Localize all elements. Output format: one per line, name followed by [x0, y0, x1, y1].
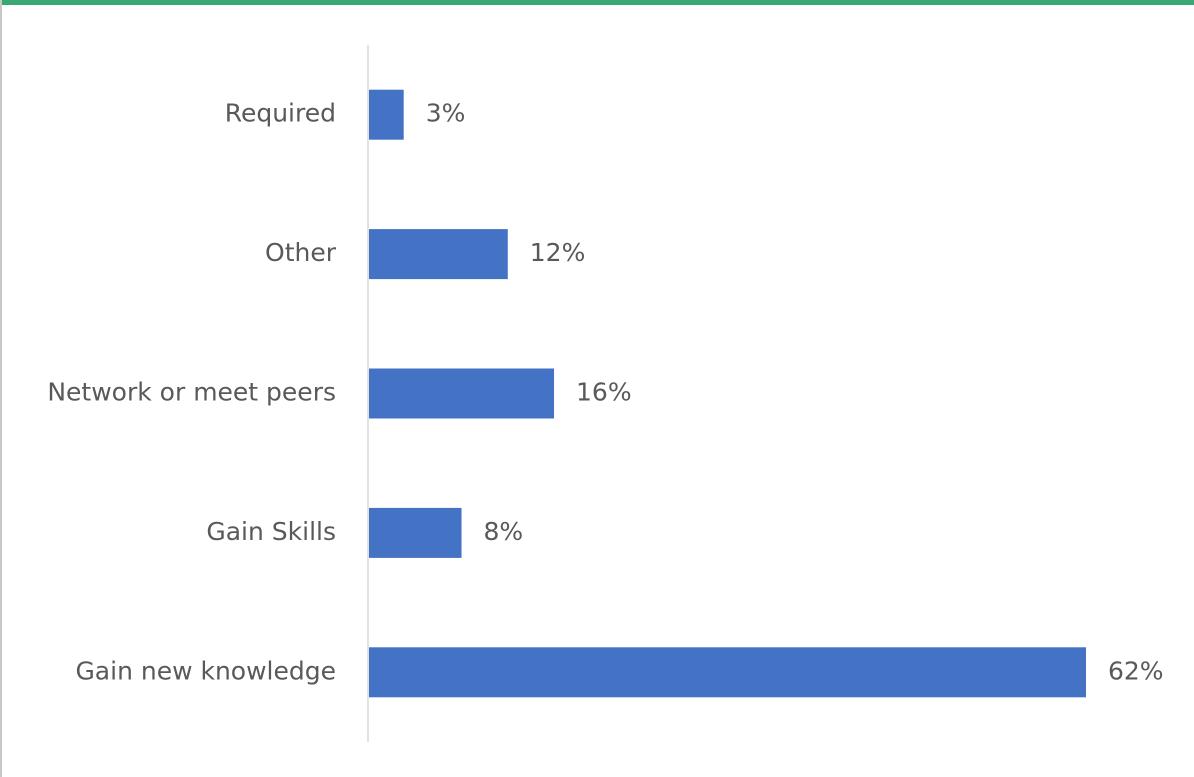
top-accent-bar: [2, 0, 1194, 5]
category-label-0: Required: [225, 99, 336, 128]
bar-4: [369, 647, 1086, 698]
bar-3: [369, 507, 462, 558]
value-label-0: 3%: [426, 99, 466, 128]
category-labels-layer: Required Other Network or meet peers Gain S…: [47, 99, 336, 686]
value-label-2: 16%: [576, 378, 632, 407]
value-label-4: 62%: [1108, 656, 1164, 685]
bar-2: [369, 368, 555, 419]
value-label-3: 8%: [484, 517, 524, 546]
category-label-1: Other: [265, 238, 337, 267]
bar-0: [369, 89, 404, 140]
value-labels-layer: 3% 12% 16% 8% 62%: [426, 99, 1164, 686]
bar-1: [369, 229, 508, 280]
bars-layer: [369, 89, 1086, 698]
category-label-4: Gain new knowledge: [75, 656, 336, 685]
category-label-2: Network or meet peers: [47, 378, 336, 407]
value-label-1: 12%: [530, 238, 586, 267]
category-label-3: Gain Skills: [206, 517, 336, 546]
